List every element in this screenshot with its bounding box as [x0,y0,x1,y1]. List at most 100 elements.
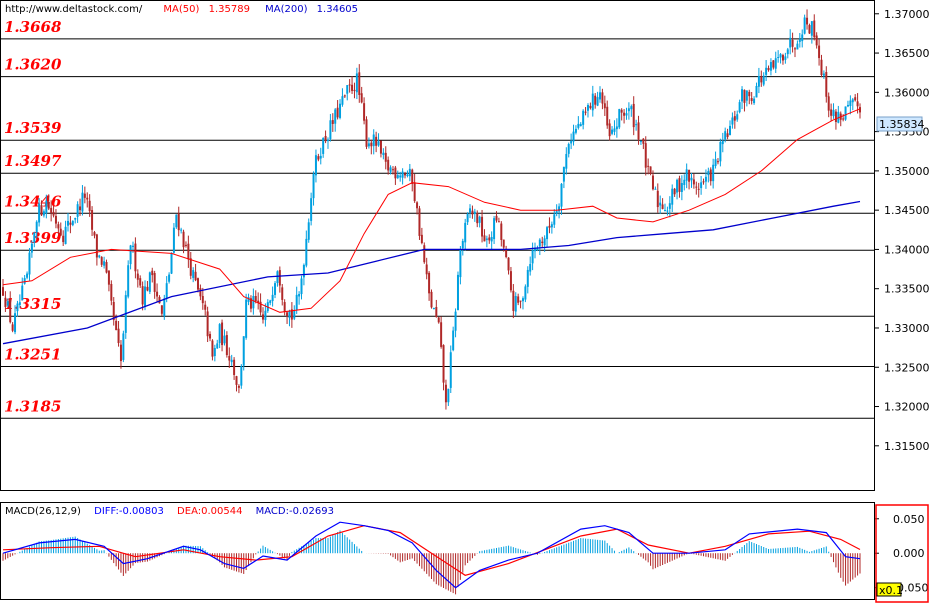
candle [700,175,703,195]
candle [478,215,481,228]
candle [264,303,267,327]
ma50-label: MA(50) [163,4,199,15]
candle [582,109,585,130]
candle [794,47,797,58]
candle [355,67,358,100]
level-label-6: 1.3315 [4,295,61,313]
candle [66,212,69,232]
candle [295,286,298,314]
candle [177,206,180,237]
candle [584,107,587,116]
candle [625,107,628,120]
candle [738,99,741,114]
macd-tick-label-0: 0.050 [893,513,925,526]
candle [192,267,195,283]
candle [586,103,589,118]
candle [153,270,156,299]
candle [278,266,281,293]
candle [103,256,106,269]
candle [423,242,426,264]
candle [194,263,197,282]
candle [481,209,484,243]
candle [500,221,503,247]
candle [404,171,407,179]
candle [281,284,284,306]
candle [806,9,809,30]
candle [79,198,82,216]
candle [572,124,575,146]
candle [363,97,366,125]
candle [286,311,289,324]
candle [851,97,854,111]
candle [601,88,604,110]
candle [680,175,683,201]
level-label-1: 1.3620 [4,56,62,74]
candle [372,129,375,155]
candle [384,146,387,170]
candle [594,93,597,109]
candle [707,167,710,183]
candle [411,168,414,192]
candle [199,284,202,301]
candle [95,233,98,266]
candle [348,79,351,93]
current-price-label: 1.35834 [879,118,925,131]
candle [611,126,614,136]
candle [697,182,700,198]
candle [618,108,621,130]
candle [6,298,9,308]
candle [158,295,161,304]
candle [608,119,611,141]
candle [86,192,89,208]
candle [620,108,623,121]
candle [47,194,50,211]
candle [237,384,240,394]
candle [459,246,462,285]
candle [541,236,544,247]
candle [38,198,41,227]
candle [305,230,308,268]
candle [329,113,332,142]
macd-panel [0,502,875,600]
candle [4,291,7,313]
candle [83,186,86,204]
candle [671,184,674,212]
candle [11,322,14,333]
candle [712,158,715,189]
candle [93,230,96,239]
candle [105,259,108,274]
candle [230,354,233,366]
candle [218,323,221,349]
candle [346,84,349,101]
candle [714,151,717,169]
candle [339,99,342,120]
candle [276,270,279,287]
candle [676,178,679,200]
candle [476,210,479,228]
candle [336,100,339,120]
candle [818,39,821,66]
candle [509,266,512,293]
candle [288,309,291,327]
candle [343,94,346,99]
candle [562,166,565,189]
candle [815,32,818,49]
price-tick-label-6: 1.34000 [884,243,930,256]
candle [271,286,274,307]
candle [589,102,592,110]
candle [204,300,207,316]
candle [314,149,317,183]
candle [168,272,171,284]
candle [579,122,582,127]
candle [293,305,296,321]
candle [112,297,115,326]
candle [810,20,813,44]
candle [387,156,390,175]
candle [432,307,435,310]
candle [418,205,421,240]
price-tick-label-10: 1.32000 [884,401,930,414]
svg-text:MACD(26,12,9) DIFF:-0.0080: MACD(26,12,9) DIFF:-0.00803 DEA:0.00544 … [5,506,334,517]
candle [437,316,440,324]
candle [360,86,363,104]
